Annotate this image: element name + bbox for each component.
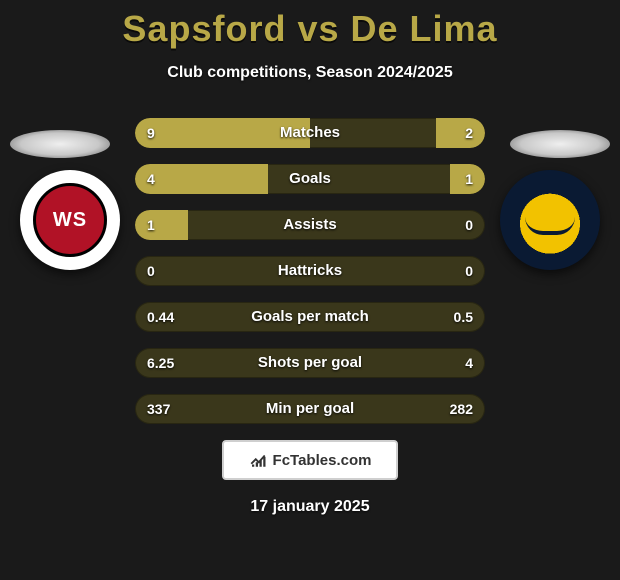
brand-box[interactable]: FcTables.com: [222, 440, 398, 480]
stat-label: Goals per match: [135, 302, 485, 332]
stat-fill-left: [135, 210, 188, 240]
chart-icon: [249, 451, 267, 469]
stat-label: Assists: [135, 210, 485, 240]
club-badge-left-inner: WS: [33, 183, 107, 257]
club-badge-left: WS: [20, 170, 120, 270]
comparison-stage: WS 92Matches41Goals10Assists00Hattricks0…: [0, 100, 620, 440]
stat-fill-right: [436, 118, 485, 148]
club-badge-right-inner: [513, 183, 587, 257]
page-title: Sapsford vs De Lima: [0, 0, 620, 50]
stat-value-left: 0: [135, 256, 167, 286]
stat-row: 41Goals: [135, 164, 485, 194]
stat-row: 0 0Hattricks: [135, 256, 485, 286]
stat-label: Min per goal: [135, 394, 485, 424]
spotlight-right: [510, 130, 610, 158]
club-badge-right: [500, 170, 600, 270]
stat-label: Shots per goal: [135, 348, 485, 378]
stat-fill-right: [450, 164, 485, 194]
stat-value-right: 4: [453, 348, 485, 378]
player-right-name: De Lima: [351, 8, 498, 49]
stat-bars: 92Matches41Goals10Assists00Hattricks0.44…: [135, 118, 485, 440]
player-left-name: Sapsford: [122, 8, 286, 49]
stat-value-left: 0.44: [135, 302, 186, 332]
stat-row: 92Matches: [135, 118, 485, 148]
stat-value-right: 0.5: [442, 302, 485, 332]
stat-fill-left: [135, 164, 268, 194]
stat-row: 337 282Min per goal: [135, 394, 485, 424]
brand-label: FcTables.com: [273, 452, 372, 469]
subtitle: Club competitions, Season 2024/2025: [0, 64, 620, 82]
footer-date: 17 january 2025: [0, 498, 620, 516]
stat-value-right: 282: [438, 394, 485, 424]
stat-value-left: 6.25: [135, 348, 186, 378]
title-vs: vs: [297, 8, 339, 49]
stat-row: 0.44 0.5Goals per match: [135, 302, 485, 332]
stat-fill-left: [135, 118, 310, 148]
stat-label: Hattricks: [135, 256, 485, 286]
stat-value-right: 0: [453, 210, 485, 240]
stat-row: 6.25 4Shots per goal: [135, 348, 485, 378]
stat-value-right: 0: [453, 256, 485, 286]
stat-value-left: 337: [135, 394, 182, 424]
stat-row: 10Assists: [135, 210, 485, 240]
spotlight-left: [10, 130, 110, 158]
